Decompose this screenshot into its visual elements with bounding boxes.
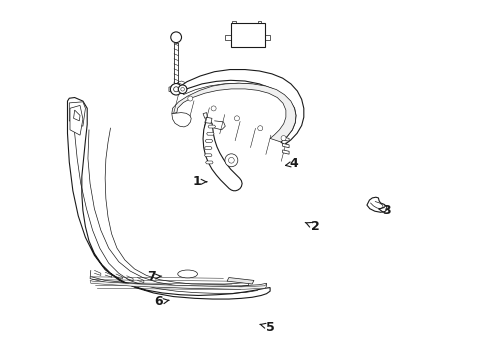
Circle shape — [173, 87, 179, 92]
Ellipse shape — [178, 270, 197, 278]
Text: 5: 5 — [260, 320, 274, 333]
Polygon shape — [367, 197, 387, 212]
Circle shape — [171, 84, 182, 95]
Polygon shape — [205, 139, 213, 142]
Circle shape — [181, 87, 184, 91]
Polygon shape — [204, 147, 212, 149]
Text: 2: 2 — [305, 220, 319, 233]
Text: 4: 4 — [286, 157, 298, 170]
Polygon shape — [232, 21, 236, 23]
Circle shape — [211, 106, 216, 111]
Polygon shape — [207, 132, 214, 135]
Polygon shape — [74, 110, 80, 121]
Circle shape — [188, 96, 193, 101]
Polygon shape — [203, 121, 242, 191]
Text: 6: 6 — [155, 296, 169, 309]
Polygon shape — [204, 154, 212, 157]
Polygon shape — [172, 83, 296, 142]
Polygon shape — [90, 280, 267, 289]
Text: 7: 7 — [147, 270, 162, 283]
Polygon shape — [205, 117, 212, 123]
Polygon shape — [70, 105, 83, 135]
Circle shape — [281, 136, 286, 141]
Polygon shape — [258, 21, 261, 23]
Polygon shape — [227, 278, 254, 284]
Polygon shape — [68, 98, 270, 299]
Polygon shape — [265, 35, 270, 40]
Polygon shape — [69, 102, 85, 126]
Circle shape — [258, 126, 263, 131]
Text: 1: 1 — [192, 175, 207, 188]
Polygon shape — [203, 113, 207, 118]
FancyBboxPatch shape — [231, 23, 265, 47]
Text: 3: 3 — [379, 204, 391, 217]
Polygon shape — [177, 69, 304, 145]
Circle shape — [225, 154, 238, 167]
Polygon shape — [205, 161, 213, 164]
Polygon shape — [283, 150, 289, 154]
Circle shape — [178, 85, 187, 94]
Polygon shape — [172, 113, 191, 127]
Circle shape — [234, 116, 240, 121]
Circle shape — [171, 32, 181, 42]
Polygon shape — [169, 86, 174, 92]
Polygon shape — [208, 125, 216, 128]
Polygon shape — [225, 35, 231, 40]
Polygon shape — [283, 137, 289, 141]
Polygon shape — [283, 143, 289, 148]
Circle shape — [228, 157, 234, 163]
